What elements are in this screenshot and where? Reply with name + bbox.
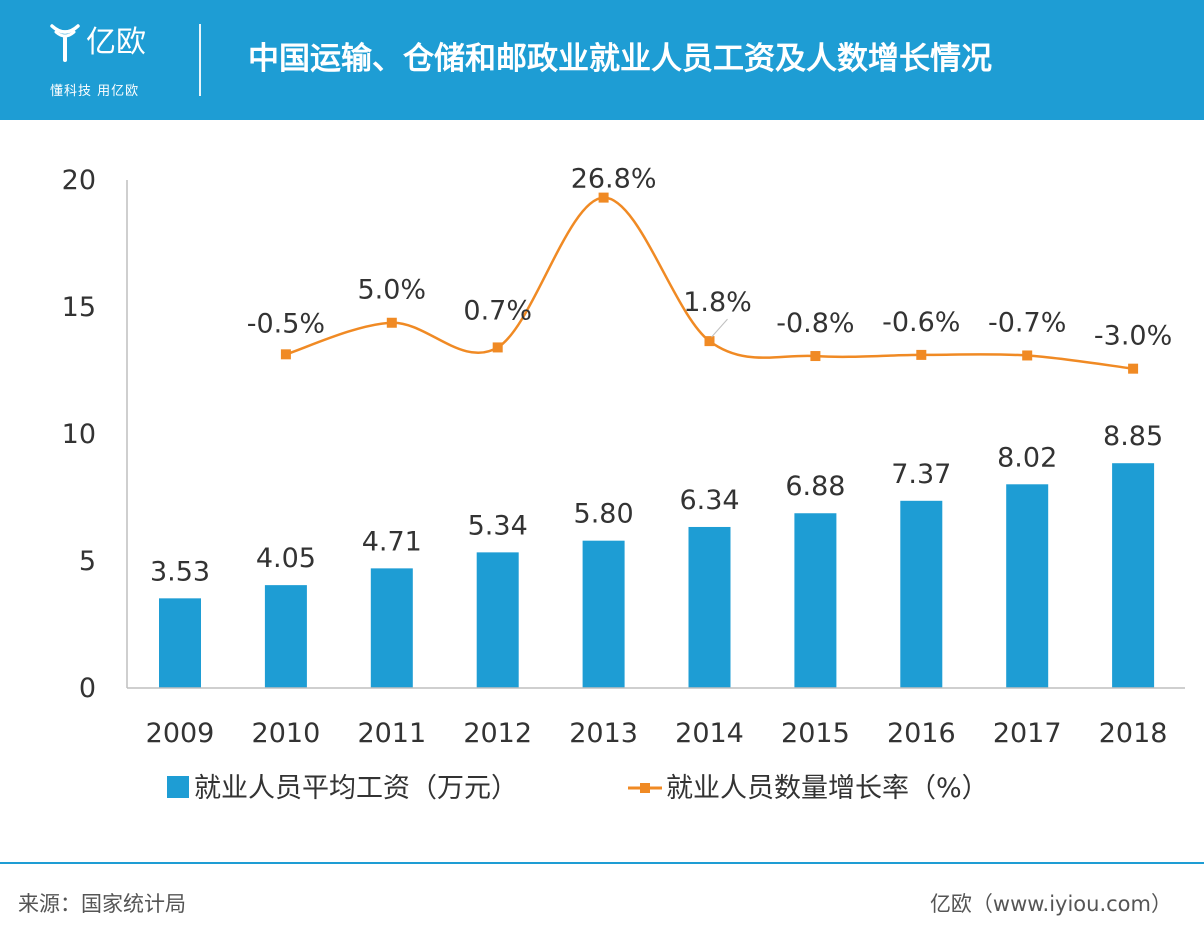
line-series xyxy=(280,192,1139,374)
bar-label-2017: 8.02 xyxy=(997,442,1057,473)
line-point-2017 xyxy=(1022,350,1033,361)
line-point-2011 xyxy=(386,317,397,328)
header-banner: 亿欧 懂科技 用亿欧 中国运输、仓储和邮政业就业人员工资及人数增长情况 xyxy=(0,0,1204,120)
yiou-logo-icon xyxy=(50,24,80,62)
bar-label-2018: 8.85 xyxy=(1103,421,1163,452)
line-point-2015 xyxy=(810,351,821,362)
line-label-2017: -0.7% xyxy=(988,307,1066,338)
line-point-2012 xyxy=(492,342,503,353)
bar-2016 xyxy=(900,500,943,688)
legend-line-label: 就业人员数量增长率（%） xyxy=(666,773,989,804)
source-note: 来源：国家统计局 xyxy=(18,892,186,916)
line-point-2018 xyxy=(1128,363,1139,374)
y-tick-label: 10 xyxy=(62,419,96,450)
bar-label-2010: 4.05 xyxy=(256,543,316,574)
legend-line-marker xyxy=(640,783,650,793)
line-label-2018: -3.0% xyxy=(1094,321,1172,352)
line-point-2014 xyxy=(704,336,715,347)
credit-note: 亿欧（www.iyiou.com） xyxy=(929,892,1172,916)
bar-label-2014: 6.34 xyxy=(679,485,739,516)
chart: 0 5 10 15 20 3.53 4.05 4.71 5.34 5.80 6.34 6.88 7.3… xyxy=(62,164,1185,804)
bar-2017 xyxy=(1006,484,1049,688)
y-tick-label: 20 xyxy=(62,165,96,196)
bar-2013 xyxy=(582,540,625,688)
x-tick-label: 2012 xyxy=(463,718,532,749)
x-tick-label: 2014 xyxy=(675,718,744,749)
y-tick-label: 0 xyxy=(79,673,96,704)
line-point-2016 xyxy=(916,349,927,360)
line-point-2013 xyxy=(598,192,609,203)
bar-series xyxy=(159,463,1155,688)
bar-2015 xyxy=(794,513,837,688)
legend-bar-label: 就业人员平均工资（万元） xyxy=(194,773,518,804)
bar-label-2013: 5.80 xyxy=(574,499,634,530)
x-tick-label: 2017 xyxy=(993,718,1062,749)
footer-divider xyxy=(0,862,1204,864)
line-label-2010: -0.5% xyxy=(247,308,325,339)
x-tick-label: 2010 xyxy=(252,718,321,749)
header-divider xyxy=(199,24,201,96)
bar-2014 xyxy=(688,526,731,688)
line-label-2015: -0.8% xyxy=(776,308,854,339)
bar-2009 xyxy=(159,598,201,688)
bar-label-2012: 5.34 xyxy=(468,510,528,541)
line-label-2011: 5.0% xyxy=(357,275,426,306)
line-label-2014: 1.8% xyxy=(683,287,752,318)
line-point-2010 xyxy=(280,349,291,360)
line-label-2016: -0.6% xyxy=(882,307,960,338)
bar-label-2011: 4.71 xyxy=(362,526,422,557)
page-title: 中国运输、仓储和邮政业就业人员工资及人数增长情况 xyxy=(248,41,992,77)
x-tick-label: 2018 xyxy=(1099,718,1168,749)
bar-2011 xyxy=(370,568,413,688)
bar-data-labels: 3.53 4.05 4.71 5.34 5.80 6.34 6.88 7.37 8.02 8.85 xyxy=(150,421,1163,587)
growth-rate-line xyxy=(285,196,1134,370)
x-tick-label: 2011 xyxy=(357,718,426,749)
line-label-2013: 26.8% xyxy=(571,164,657,195)
logo-name: 亿欧 xyxy=(86,25,146,60)
y-tick-label: 15 xyxy=(62,292,96,323)
x-tick-label: 2009 xyxy=(146,718,215,749)
bar-label-2016: 7.37 xyxy=(891,459,951,490)
bar-2018 xyxy=(1112,463,1155,688)
bar-2012 xyxy=(476,552,519,688)
x-axis: 2009 2010 2011 2012 2013 2014 2015 2016 2017 2018 xyxy=(127,687,1185,749)
y-tick-label: 5 xyxy=(79,546,96,577)
line-data-labels: -0.5% 5.0% 0.7% 26.8% 1.8% -0.8% -0.6% -0.7% -3.… xyxy=(247,164,1173,352)
legend: 就业人员平均工资（万元） 就业人员数量增长率（%） xyxy=(167,773,989,804)
logo-tagline: 懂科技 用亿欧 xyxy=(50,84,140,99)
x-tick-label: 2016 xyxy=(887,718,956,749)
x-tick-label: 2013 xyxy=(569,718,638,749)
legend-bar-swatch xyxy=(167,776,189,798)
line-label-2012: 0.7% xyxy=(463,295,532,326)
label-leader-2014 xyxy=(711,318,728,338)
x-tick-label: 2015 xyxy=(781,718,850,749)
bar-label-2015: 6.88 xyxy=(785,471,845,502)
bar-label-2009: 3.53 xyxy=(150,556,210,587)
y-axis: 0 5 10 15 20 xyxy=(62,165,128,704)
bar-2010 xyxy=(264,585,307,688)
